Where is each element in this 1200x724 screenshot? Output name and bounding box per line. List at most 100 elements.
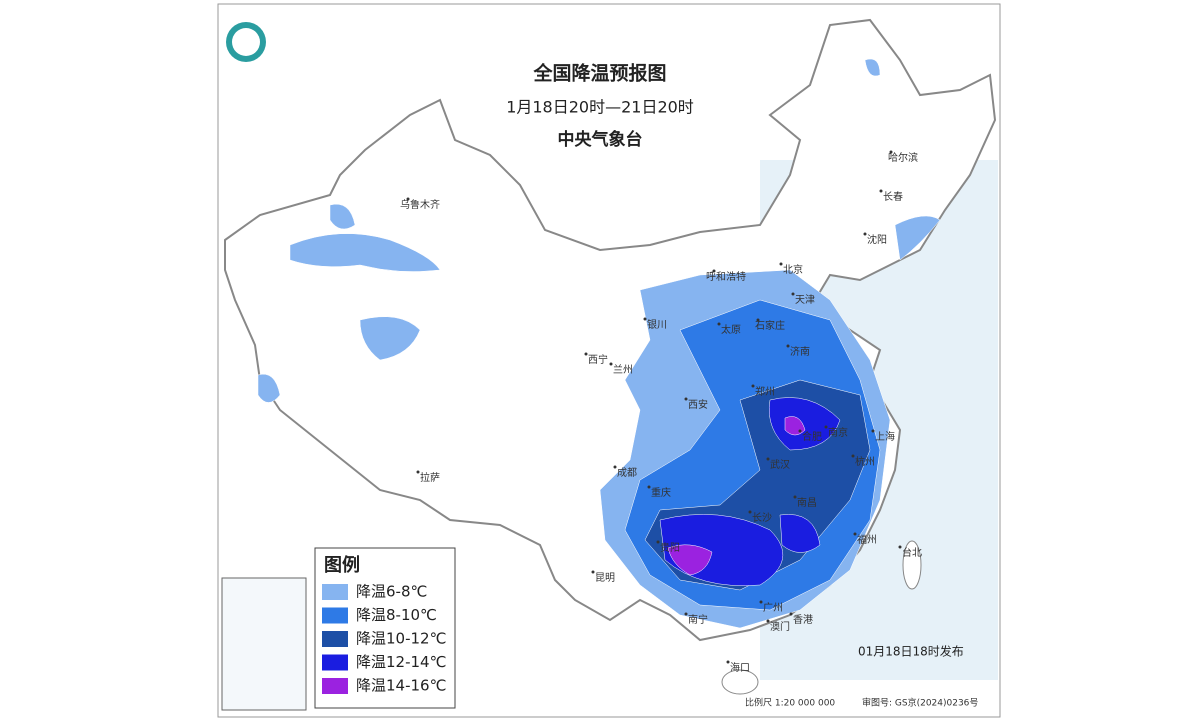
- city-dot: [584, 352, 588, 356]
- cooling-area: [894, 215, 941, 261]
- legend-label: 降温14-16℃: [356, 677, 446, 695]
- city-dot: [863, 232, 867, 236]
- legend-items: 降温6-8℃ 降温8-10℃ 降温10-12℃ 降温12-14℃ 降温14-16℃: [322, 583, 446, 695]
- date-range: 1月18日20时—21日20时: [506, 98, 694, 117]
- city-dot: [871, 429, 875, 433]
- city-dot: [406, 197, 410, 201]
- city-label: 天津: [795, 294, 815, 306]
- cooling-areas: [257, 58, 941, 629]
- city-label: 南昌: [797, 496, 817, 509]
- city-label: 拉萨: [420, 471, 440, 484]
- city-dot: [643, 317, 647, 321]
- city-label: 银川: [647, 318, 667, 331]
- city-label: 海口: [730, 661, 750, 674]
- cooling-area: [289, 233, 441, 272]
- city-label: 上海: [875, 430, 895, 443]
- city-dot: [591, 570, 595, 574]
- city-dot: [879, 189, 883, 193]
- city-dot: [717, 322, 721, 326]
- city-label: 广州: [763, 602, 783, 614]
- issuer: 中央气象台: [558, 129, 643, 150]
- city-label: 兰州: [613, 363, 633, 376]
- city-label: 澳门: [770, 620, 790, 633]
- city-dot: [726, 660, 730, 664]
- legend-label: 降温8-10℃: [356, 606, 437, 624]
- city-label: 杭州: [855, 455, 875, 468]
- city-dot: [766, 457, 770, 461]
- city-label: 南宁: [688, 613, 708, 626]
- city-dot: [786, 344, 790, 348]
- legend-label: 降温6-8℃: [356, 583, 427, 601]
- city-dot: [712, 269, 716, 273]
- cooling-area: [329, 203, 356, 230]
- city-dot: [789, 612, 793, 616]
- city-dot: [748, 510, 752, 514]
- title: 全国降温预报图: [532, 62, 666, 85]
- city-label: 香港: [793, 614, 813, 626]
- south-sea-inset: [221, 577, 307, 711]
- city-label: 台北: [902, 546, 922, 559]
- legend-swatch: [322, 631, 348, 647]
- city-label: 北京: [783, 263, 803, 276]
- city-label: 乌鲁木齐: [400, 198, 440, 211]
- city-label: 福州: [857, 533, 877, 546]
- city-dot: [756, 318, 760, 322]
- city-dot: [759, 600, 763, 604]
- city-label: 武汉: [770, 458, 790, 471]
- city-dot: [609, 362, 613, 366]
- city-label: 南京: [828, 426, 848, 439]
- cooling-area: [359, 316, 421, 361]
- legend-title: 图例: [324, 554, 360, 576]
- city-label: 重庆: [651, 486, 671, 499]
- city-label: 郑州: [755, 385, 775, 398]
- approval: 审图号: GS京(2024)0236号: [862, 697, 978, 709]
- city-dot: [824, 425, 828, 429]
- city-label: 贵阳: [660, 541, 680, 554]
- city-dot: [898, 545, 902, 549]
- cooling-area: [864, 58, 881, 77]
- city-dot: [853, 532, 857, 536]
- city-label: 昆明: [595, 572, 615, 584]
- city-dot: [684, 612, 688, 616]
- city-label: 合肥: [802, 430, 822, 443]
- legend-label: 降温12-14℃: [356, 653, 446, 671]
- city-label: 长春: [883, 191, 903, 203]
- city-dot: [793, 495, 797, 499]
- city-dot: [889, 150, 893, 154]
- legend-swatch: [322, 607, 348, 624]
- city-dot: [684, 397, 688, 401]
- city-label: 西宁: [588, 353, 608, 366]
- city-dot: [647, 485, 651, 489]
- city-label: 太原: [721, 323, 741, 336]
- city-label: 沈阳: [867, 233, 887, 246]
- city-dot: [416, 470, 420, 474]
- city-label: 哈尔滨: [888, 151, 918, 164]
- cooling-area: [257, 373, 281, 403]
- city-label: 长沙: [752, 512, 772, 524]
- city-dot: [779, 262, 783, 266]
- city-label: 呼和浩特: [706, 271, 746, 283]
- cooling-area: [779, 514, 821, 553]
- city-dot: [766, 619, 770, 623]
- legend-swatch: [322, 678, 348, 694]
- city-dot: [656, 540, 660, 544]
- publish-time: 01月18日18时发布: [858, 644, 964, 659]
- city-dot: [851, 454, 855, 458]
- city-dot: [791, 292, 795, 296]
- city-dot: [751, 384, 755, 388]
- city-label: 西安: [688, 398, 708, 411]
- cooling-area: [768, 397, 841, 451]
- scale: 比例尺 1:20 000 000: [745, 697, 835, 709]
- cooling-area: [667, 544, 713, 576]
- legend-swatch: [322, 654, 348, 671]
- city-label: 成都: [617, 467, 637, 479]
- city-dot: [613, 465, 617, 469]
- legend-box: [314, 547, 456, 709]
- legend-label: 降温10-12℃: [356, 630, 446, 648]
- city-label: 济南: [790, 345, 810, 358]
- city-label: 石家庄: [755, 319, 785, 332]
- logo-inner: [232, 28, 260, 56]
- hainan: [721, 669, 759, 695]
